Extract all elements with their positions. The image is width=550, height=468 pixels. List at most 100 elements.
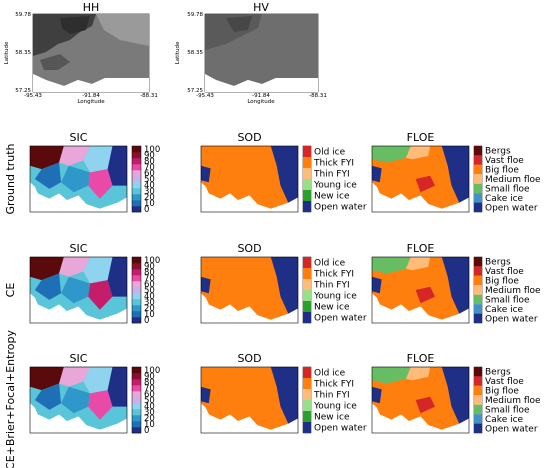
panel-ce-sod-legend-label-thick-fyi: Thick FYI: [313, 270, 354, 280]
panel-ce-brier-focal-entropy-floe-floe-open-water-west: [372, 386, 382, 404]
panel-ground-truth-floe-legend-swatch-cake-ice: [474, 193, 482, 203]
panel-ce-sod-sod-open-water: [270, 257, 298, 314]
panel-ce-brier-focal-entropy-sic-colorbar-swatch-40: [132, 403, 141, 410]
panel-ce-floe-floe-open-water-west: [372, 276, 382, 294]
panel-ground-truth-sic-colorbar-swatch-60: [132, 170, 141, 177]
panel-ce-floe-floe-open-water: [441, 257, 469, 314]
sar-hh-ytick-bottom: 57.25: [15, 88, 31, 94]
panel-ce-sic-colorbar-tick-80: 80: [144, 268, 155, 278]
panel-ground-truth-sic-colorbar-tick-60: 60: [144, 169, 155, 179]
panel-ce-brier-focal-entropy-floe-legend-swatch-open-water: [474, 423, 482, 433]
panel-ground-truth-sod-legend-swatch-old-ice: [303, 146, 311, 157]
panel-ce-brier-focal-entropy-sod-legend-label-thin-fyi: Thin FYI: [313, 391, 350, 401]
panel-ce-sic-colorbar-tick-50: 50: [144, 286, 155, 296]
panel-ground-truth-sic-colorbar-swatch-30: [132, 188, 141, 195]
panel-ce-sic-colorbar-swatch-60: [132, 281, 141, 288]
sar-hv-xtick-left: -95.43: [196, 93, 214, 99]
panel-ground-truth-sic-colorbar-swatch-80: [132, 158, 141, 165]
panel-ground-truth-floe-land-mask: [372, 182, 469, 212]
panel-ce-sic-land-mask: [30, 293, 127, 323]
panel-ce-sod-sod-thick-fyi: [201, 257, 298, 320]
panel-ground-truth-sic-colorbar-frame: [131, 145, 142, 213]
panel-ce-brier-focal-entropy-sod-legend-label-thick-fyi: Thick FYI: [313, 380, 354, 390]
panel-ground-truth-sic-colorbar-tick-70: 70: [144, 163, 155, 173]
panel-ce-brier-focal-entropy-sic-colorbar-swatch-100: [132, 367, 141, 374]
panel-ce-brier-focal-entropy-sic-sic-100: [30, 367, 64, 391]
sar-hh-ytick-mid: 58.35: [15, 50, 31, 56]
sar-hv-xlabel: Longitude: [247, 99, 275, 105]
panel-ce-sod-legend-label-thin-fyi: Thin FYI: [313, 281, 350, 291]
panel-ground-truth-sic-colorbar-tick-50: 50: [144, 175, 155, 185]
panel-ground-truth-sic-colorbar-swatch-20: [132, 194, 141, 201]
sar-panel-hh: HH Latitude 59.78 58.35 57.25 -95.43 -91…: [4, 1, 158, 105]
panel-ce-floe-land-mask: [372, 293, 469, 323]
sar-hh-xlabel: Longitude: [77, 99, 105, 105]
panel-ground-truth-floe-legend-label-big-floe: Big floe: [485, 166, 519, 176]
panel-ce-sic-colorbar-swatch-100: [132, 257, 141, 264]
panel-ground-truth-sic-colorbar-swatch-70: [132, 164, 141, 171]
panel-ce-brier-focal-entropy-sic-colorbar-tick-10: 10: [144, 420, 155, 430]
panel-ce-sod-legend-label-open-water: Open water: [314, 314, 367, 324]
panel-ce-brier-focal-entropy-floe-land-mask: [372, 403, 469, 433]
panel-ce-floe-legend-swatch-open-water: [474, 313, 482, 323]
panel-ground-truth-sod-legend-label-new-ice: New ice: [314, 192, 350, 202]
panel-ce-sic-colorbar-swatch-10: [132, 311, 141, 318]
panel-ce-brier-focal-entropy-floe-legend-swatch-vast-floe: [474, 376, 482, 386]
panel-ground-truth-sic-colorbar-tick-90: 90: [144, 151, 155, 161]
panel-ce-brier-focal-entropy-sic-sic-10: [34, 383, 61, 410]
panel-ce-brier-focal-entropy-sic-colorbar-frame: [131, 366, 142, 434]
panel-ground-truth-sic-colorbar-swatch-90: [132, 152, 141, 159]
panel-ce-floe-legend-swatch-medium-floe: [474, 285, 482, 295]
panel-ce-sic-colorbar-tick-10: 10: [144, 310, 155, 320]
panel-ground-truth-sod-legend-swatch-new-ice: [303, 190, 311, 201]
panel-ce-brier-focal-entropy-floe-legend-swatch-small-floe: [474, 404, 482, 415]
panel-ce-brier-focal-entropy-sic-colorbar-swatch-30: [132, 409, 141, 416]
panel-ce-brier-focal-entropy-sic-colorbar-tick-30: 30: [144, 408, 155, 418]
panel-ground-truth-sod-land-mask: [201, 182, 298, 212]
panel-ground-truth-sic-colorbar-swatch-50: [132, 176, 141, 183]
panel-ce-brier-focal-entropy-sod-legend-label-young-ice: Young ice: [313, 402, 357, 412]
panel-ce-sic-colorbar-swatch-80: [132, 269, 141, 276]
panel-ce-sod-legend-swatch-young-ice: [303, 290, 311, 301]
panel-ce-sic-sic-10: [34, 273, 61, 300]
panel-ce-brier-focal-entropy-sic-colorbar-swatch-70: [132, 385, 141, 392]
panel-ce-brier-focal-entropy-sic-colorbar-swatch-0: [132, 427, 141, 434]
panel-ce-sod-legend-swatch-thin-fyi: [303, 279, 311, 290]
panel-ground-truth-floe-floe-open-water: [441, 146, 469, 203]
panel-ce-brier-focal-entropy-sod-legend-swatch-young-ice: [303, 400, 311, 411]
panel-ground-truth-sic-sic-40: [83, 146, 113, 173]
panel-ground-truth-floe-floe-small: [372, 146, 411, 163]
panel-ground-truth-sod-legend-swatch-thick-fyi: [303, 157, 311, 168]
sar-hh-xtick-mid: -91.84: [82, 93, 100, 99]
panel-ce-brier-focal-entropy-sod-legend-label-new-ice: New ice: [314, 413, 350, 423]
panel-ce-floe-legend-label-cake-ice: Cake ice: [485, 305, 524, 315]
panel-ground-truth-sod-legend-label-young-ice: Young ice: [313, 181, 357, 191]
panel-ce-floe-legend-label-medium-floe: Medium floe: [485, 286, 541, 296]
panel-ce-sic-colorbar-tick-40: 40: [144, 292, 155, 302]
panel-ground-truth-sic-frame: [29, 145, 128, 213]
panel-ground-truth-floe-legend-swatch-vast-floe: [474, 155, 482, 165]
panel-ce-brier-focal-entropy-floe-legend-swatch-big-floe: [474, 385, 482, 396]
sar-hh-ytick-top: 59.78: [15, 12, 31, 18]
panel-ground-truth-sod-legend-label-thin-fyi: Thin FYI: [313, 170, 350, 180]
panel-ce-floe-legend-swatch-small-floe: [474, 294, 482, 305]
panel-ce-sod-legend-label-new-ice: New ice: [314, 303, 350, 313]
panel-ce-sic-sic-100: [30, 257, 64, 281]
sar-hv-image: [205, 14, 318, 92]
panel-ce-brier-focal-entropy-sod-land-mask: [201, 403, 298, 433]
panel-ce-brier-focal-entropy-floe-legend-label-medium-floe: Medium floe: [485, 396, 541, 406]
panel-ce-brier-focal-entropy-sod-legend-swatch-thin-fyi: [303, 389, 311, 400]
panel-ce-brier-focal-entropy-sod-title: SOD: [237, 352, 261, 365]
panel-ce-floe-title: FLOE: [407, 242, 435, 255]
panel-ground-truth-floe-floe-big: [372, 146, 469, 209]
panel-ce-brier-focal-entropy-sic-colorbar-swatch-60: [132, 391, 141, 398]
panel-ground-truth-sic-sic-70: [88, 169, 113, 199]
panel-ce-sod-legend-swatch-new-ice: [303, 301, 311, 312]
panel-ground-truth-floe-legend-label-cake-ice: Cake ice: [485, 194, 524, 204]
panel-ground-truth-sic-colorbar-swatch-100: [132, 146, 141, 153]
panel-ground-truth-sic-colorbar-tick-100: 100: [144, 145, 160, 155]
panel-ground-truth-sod-legend-label-open-water: Open water: [314, 203, 367, 213]
panel-ce-floe-legend-swatch-cake-ice: [474, 304, 482, 314]
